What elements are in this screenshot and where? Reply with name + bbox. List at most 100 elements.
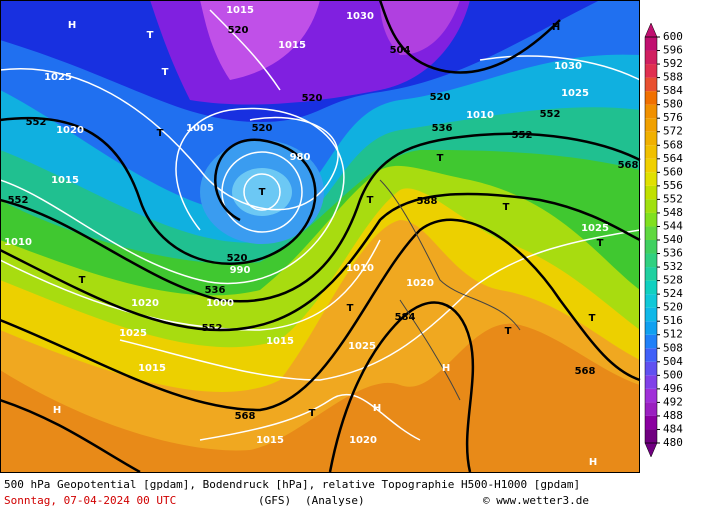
colorbar-segment — [645, 158, 657, 173]
colorbar-label: 512 — [663, 328, 683, 341]
colorbar-label: 480 — [663, 436, 683, 449]
colorbar-segment — [645, 118, 657, 132]
map-field — [0, 0, 640, 472]
map-label: 1000 — [206, 298, 234, 309]
contours — [0, 0, 641, 474]
map-label: 520 — [228, 25, 249, 36]
map-label: T — [259, 187, 266, 198]
colorbar-label: 572 — [663, 125, 683, 138]
colorbar-label: 568 — [663, 138, 683, 151]
model: (GFS) — [258, 494, 291, 507]
colorbar-segment — [645, 131, 657, 146]
map-label: T — [503, 202, 510, 213]
map-label: T — [147, 30, 154, 41]
colorbar-segment — [645, 334, 657, 349]
map-label: T — [367, 195, 374, 206]
colorbar-segment — [645, 294, 657, 308]
map-label: H — [589, 457, 597, 468]
map-label: T — [347, 303, 354, 314]
map-label: H — [53, 405, 61, 416]
colorbar-label: 592 — [663, 57, 683, 70]
map-label: 1015 — [226, 5, 254, 16]
colorbar-label: 564 — [663, 152, 683, 165]
colorbar-segment — [645, 321, 657, 335]
map-label: 1025 — [581, 223, 609, 234]
map-label: T — [157, 128, 164, 139]
map-label: 1020 — [131, 298, 159, 309]
map-label: 568 — [618, 160, 639, 171]
colorbar-label: 492 — [663, 395, 683, 408]
map-label: 552 — [540, 109, 561, 120]
colorbar-label: 544 — [663, 219, 683, 232]
map-label: 1030 — [554, 61, 582, 72]
colorbar-label: 536 — [663, 247, 683, 260]
map-label: 980 — [290, 152, 311, 163]
colorbar-label: 588 — [663, 71, 683, 84]
credit: © www.wetter3.de — [483, 494, 589, 507]
colorbar-segment — [645, 253, 657, 268]
map-label: 552 — [8, 195, 29, 206]
map-label: 520 — [430, 92, 451, 103]
colorbar-segment — [645, 37, 657, 51]
map-label: T — [589, 313, 596, 324]
colorbar-label: 496 — [663, 382, 683, 395]
caption: 500 hPa Geopotential [gpdam], Bodendruck… — [4, 478, 580, 491]
map-label: 552 — [26, 117, 47, 128]
map-label: T — [309, 408, 316, 419]
colorbar-segment — [645, 226, 657, 240]
map-label: T — [437, 153, 444, 164]
colorbar-segment — [645, 50, 657, 65]
colorbar-segment — [645, 375, 657, 389]
colorbar-label: 484 — [663, 422, 683, 435]
map-label: 568 — [235, 411, 256, 422]
colorbar-segment — [645, 429, 657, 443]
colorbar-label: 548 — [663, 206, 683, 219]
map-label: 520 — [252, 123, 273, 134]
map-label: 568 — [575, 366, 596, 377]
map-label: 536 — [432, 123, 453, 134]
colorbar-segment — [645, 199, 657, 213]
colorbar-segment — [645, 91, 657, 105]
map-label: 520 — [227, 253, 248, 264]
colorbar-label: 528 — [663, 274, 683, 287]
map-label: 1015 — [51, 175, 79, 186]
colorbar-label: 540 — [663, 233, 683, 246]
colorbar-segment — [645, 267, 657, 281]
colorbar-label: 508 — [663, 341, 683, 354]
colorbar-segment — [645, 64, 657, 78]
colorbar-segment — [645, 388, 657, 403]
map-label: 1025 — [44, 72, 72, 83]
map-label: H — [373, 403, 381, 414]
colorbar-segment — [645, 348, 657, 362]
map-label: 504 — [390, 45, 411, 56]
colorbar-arrow-bottom — [644, 442, 658, 458]
map-border — [0, 0, 640, 473]
colorbar-label: 520 — [663, 301, 683, 314]
colorbar-label: 532 — [663, 260, 683, 273]
map-label: 1020 — [56, 125, 84, 136]
map-label: H — [442, 363, 450, 374]
colorbar-label: 576 — [663, 111, 683, 124]
colorbar-segment — [645, 402, 657, 416]
map-label: 552 — [202, 323, 223, 334]
colorbar-label: 488 — [663, 409, 683, 422]
colorbar-segment — [645, 415, 657, 430]
map-label: T — [79, 275, 86, 286]
colorbar-label: 516 — [663, 314, 683, 327]
map-label: 1030 — [346, 11, 374, 22]
colorbar-segment — [645, 185, 657, 200]
map-label: H — [68, 20, 76, 31]
colorbar-segment — [645, 361, 657, 376]
map-label: T — [505, 326, 512, 337]
date: Sonntag, 07-04-2024 00 UTC — [4, 494, 176, 507]
map-label: 588 — [417, 196, 438, 207]
colorbar-label: 500 — [663, 368, 683, 381]
colorbar-label: 524 — [663, 287, 683, 300]
colorbar-segment — [645, 145, 657, 159]
map-label: H — [552, 22, 560, 33]
colorbar-label: 600 — [663, 30, 683, 43]
map-label: 1010 — [4, 237, 32, 248]
map-label: 1015 — [138, 363, 166, 374]
